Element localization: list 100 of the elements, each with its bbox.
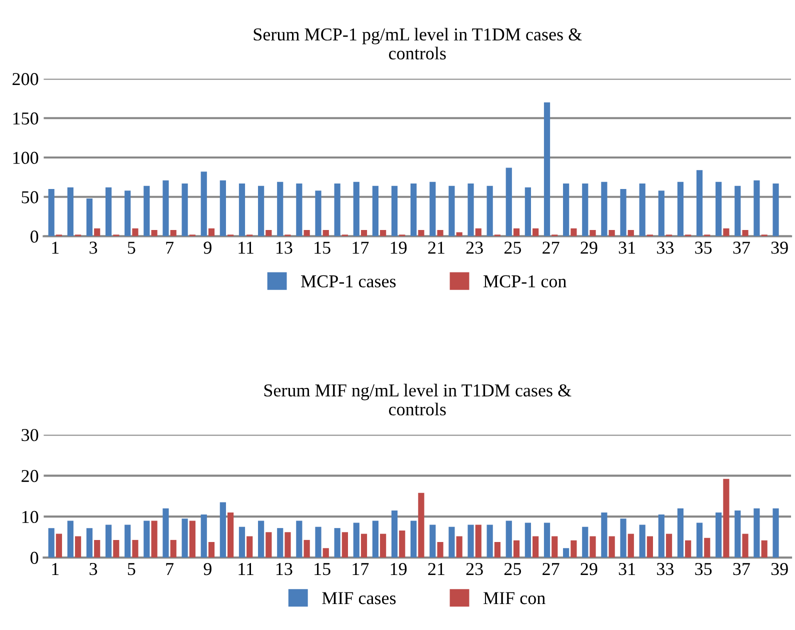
x-tick-label: 27 [542, 242, 560, 254]
bar [601, 182, 608, 236]
bar [266, 532, 272, 558]
bar [608, 536, 615, 558]
y-tick-label: 200 [12, 73, 38, 86]
bar [704, 538, 710, 558]
bar [418, 230, 424, 236]
bar [48, 189, 54, 236]
y-tick-label: 10 [22, 510, 38, 524]
x-tick-label: 33 [657, 562, 674, 576]
bar [182, 183, 188, 236]
bar [716, 512, 722, 558]
bar [430, 524, 436, 558]
bar [590, 230, 596, 236]
x-tick-label: 13 [276, 562, 292, 576]
x-tick-label: 19 [390, 562, 407, 576]
bar [48, 528, 54, 558]
bar [761, 540, 768, 558]
bar [360, 534, 368, 558]
bar [342, 532, 348, 558]
bar [162, 180, 169, 236]
x-tick-label: 27 [542, 562, 560, 575]
bar [144, 520, 150, 558]
bar [124, 524, 131, 558]
bar [570, 228, 577, 236]
bar [628, 230, 634, 236]
y-tick-label: 0 [30, 552, 38, 564]
bar [723, 228, 730, 236]
x-tick-label: 21 [428, 242, 444, 254]
x-tick-label: 19 [390, 242, 407, 254]
bar [532, 536, 539, 558]
y-tick-label: 0 [30, 230, 38, 243]
bar [170, 540, 176, 558]
bar [608, 230, 615, 236]
bar [144, 186, 150, 236]
x-tick-label: 23 [466, 242, 483, 254]
bar [86, 528, 93, 558]
bar [360, 230, 368, 236]
bar [552, 536, 558, 558]
bar [399, 530, 406, 558]
y-tick-label: 20 [22, 470, 38, 482]
bar [391, 186, 398, 236]
bar [582, 183, 588, 236]
bar [74, 536, 82, 558]
bar [475, 524, 482, 558]
bar [228, 512, 234, 558]
bar [506, 168, 512, 236]
bar [513, 540, 520, 558]
bar [151, 230, 158, 236]
x-tick-label: 31 [618, 242, 636, 254]
x-tick-label: 1 [52, 242, 59, 254]
bar [170, 230, 176, 236]
bar [322, 230, 329, 236]
bar [266, 230, 272, 236]
bar [132, 228, 138, 236]
bar [353, 182, 360, 236]
bar [105, 187, 112, 236]
x-tick-label: 39 [771, 242, 788, 254]
bar [410, 520, 417, 558]
bar [315, 190, 322, 236]
x-tick-label: 31 [618, 562, 636, 576]
bar [494, 542, 500, 558]
bar [734, 186, 741, 236]
bar [772, 508, 779, 558]
x-tick-label: 9 [204, 562, 212, 576]
bar [238, 526, 246, 558]
bar [296, 520, 302, 558]
chart-title: Serum MCP-1 pg/mL level in T1DM cases & controls [254, 28, 582, 60]
legend-label: MCP-1 con [483, 275, 566, 288]
x-tick-label: 7 [166, 242, 174, 254]
x-tick-label: 15 [314, 563, 330, 576]
bar [200, 514, 207, 558]
bar [620, 189, 626, 236]
bar [486, 186, 493, 236]
bar [475, 228, 482, 236]
bar [639, 524, 646, 558]
bar [208, 542, 215, 558]
x-tick-label: 17 [352, 563, 369, 575]
bar [544, 522, 550, 558]
bar [456, 536, 462, 558]
bar [189, 520, 196, 558]
x-tick-label: 25 [504, 562, 522, 576]
bar [696, 170, 703, 236]
x-tick-label: 15 [314, 242, 330, 254]
bar [220, 502, 226, 558]
bar [151, 520, 158, 558]
bar [716, 182, 722, 236]
y-tick-label: 150 [13, 112, 38, 125]
bar [620, 518, 626, 558]
bar [132, 540, 138, 558]
chart-title: Serum MIF ng/mL level in T1DM cases & controls [264, 384, 572, 416]
legend-label: MCP-1 cases [301, 275, 396, 288]
bar [639, 183, 646, 236]
x-tick-label: 29 [580, 242, 598, 254]
x-tick-label: 25 [504, 242, 522, 254]
x-tick-label: 39 [771, 562, 788, 576]
bar [448, 186, 455, 236]
bar [544, 102, 550, 236]
bar [105, 524, 112, 558]
bar [322, 548, 329, 558]
